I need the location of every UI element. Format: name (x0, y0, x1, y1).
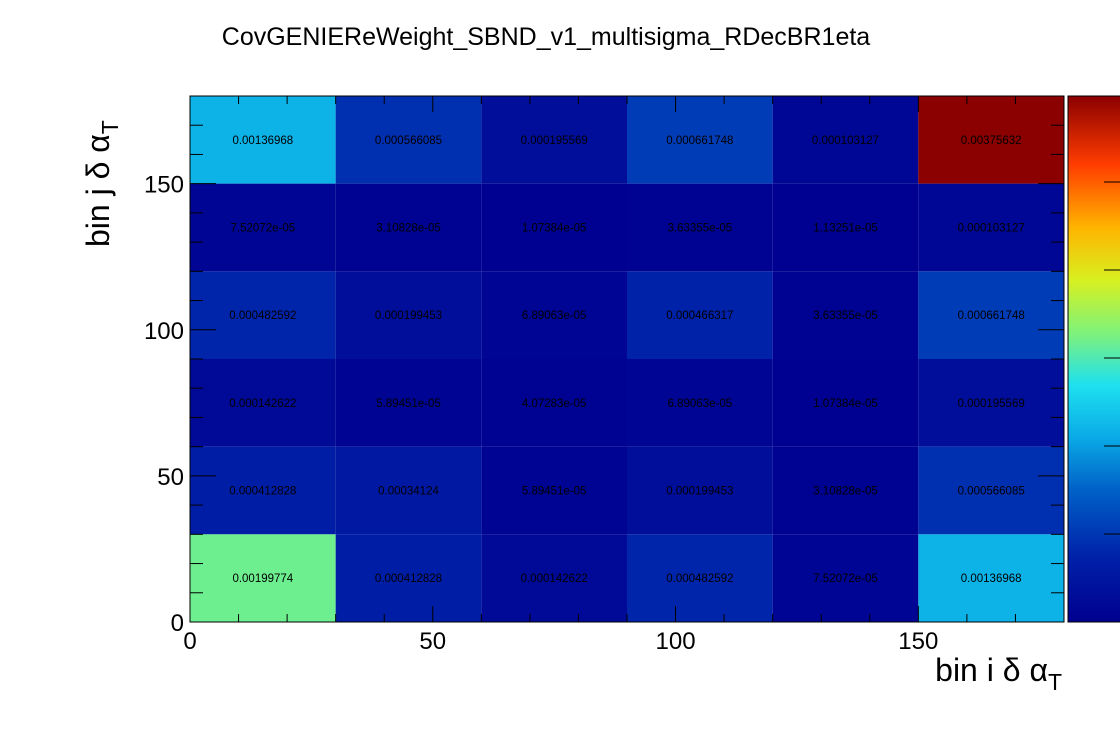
heatmap-cell (335, 534, 482, 622)
heatmap-cell-value: 1.13251e-05 (813, 223, 878, 235)
heatmap-cell (335, 359, 482, 447)
x-tick-label: 150 (898, 628, 938, 655)
heatmap-cell (918, 534, 1064, 622)
heatmap-cell-value: 0.000142622 (521, 573, 588, 585)
heatmap-cell-value: 5.89451e-05 (376, 398, 441, 410)
heatmap-cell-value: 0.000482592 (666, 573, 733, 585)
y-axis-label-subscript: T (97, 120, 123, 134)
heatmap-cell-value: 0.00375632 (961, 135, 1022, 147)
heatmap-cell (772, 446, 919, 535)
heatmap-cell (772, 183, 919, 272)
color-scale-bar (1067, 95, 1120, 623)
heatmap-cell (481, 359, 627, 447)
heatmap-cell (335, 446, 482, 535)
heatmap-cell-value: 0.000103127 (812, 135, 879, 147)
heatmap-cell-value: 0.000199453 (666, 486, 733, 498)
heatmap-cell-value: 3.63355e-05 (813, 310, 878, 322)
heatmap-cell-value: 0.00034124 (378, 486, 439, 498)
heatmap-cell (481, 96, 627, 184)
y-axis-label: bin j δ αT (80, 120, 123, 247)
heatmap-cell-value: 0.00136968 (232, 135, 293, 147)
heatmap-cell-value: 0.000195569 (958, 398, 1025, 410)
heatmap-cell (627, 271, 773, 359)
x-tick-label: 100 (656, 628, 696, 655)
heatmap-cell-value: 0.000661748 (958, 310, 1025, 322)
heatmap-cell-value: 6.89063e-05 (668, 398, 733, 410)
heatmap-cell-value: 3.63355e-05 (668, 223, 733, 235)
x-axis-label-main: bin i δ α (935, 652, 1048, 688)
y-axis-label-main: bin j δ α (80, 134, 116, 247)
heatmap-cell-value: 7.52072e-05 (813, 573, 878, 585)
heatmap-cell-value: 7.52072e-05 (231, 223, 296, 235)
heatmap-cell (918, 271, 1064, 359)
heatmap-cell-value: 0.000142622 (229, 398, 296, 410)
heatmap-cell-value: 0.000566085 (958, 486, 1025, 498)
heatmap-cell (190, 534, 336, 622)
heatmap-cell (772, 96, 919, 184)
heatmap-cell-value: 3.10828e-05 (813, 486, 878, 498)
heatmap-cell (918, 96, 1064, 184)
heatmap-cell (335, 271, 482, 359)
heatmap-cell (335, 96, 482, 184)
heatmap-cell-value: 0.000661748 (666, 135, 733, 147)
axis-ticks: 0 50 100 150 0 50 100 150 (144, 95, 1065, 655)
heatmap-cell (772, 359, 919, 447)
heatmap-cell (918, 359, 1064, 447)
heatmap-cell-value: 0.000412828 (375, 573, 442, 585)
heatmap-cell (190, 446, 336, 535)
x-axis-label: bin i δ αT (935, 652, 1062, 695)
color-scale-ticks (1104, 181, 1120, 535)
heatmap-cell (481, 183, 627, 272)
heatmap-cell (772, 534, 919, 622)
heatmap-cell (772, 271, 919, 359)
heatmap-cell-value: 0.000466317 (666, 310, 733, 322)
heatmap-cell-value: 0.000482592 (229, 310, 296, 322)
heatmap-cell (190, 271, 336, 359)
heatmap-cell-value: 4.07283e-05 (522, 398, 587, 410)
heatmap-cell (627, 446, 773, 535)
heatmap-cell-value: 6.89063e-05 (522, 310, 587, 322)
x-tick-label: 0 (183, 628, 196, 655)
heatmap-cell-value: 1.07384e-05 (813, 398, 878, 410)
heatmap-cell (627, 183, 773, 272)
y-tick-label: 100 (144, 318, 184, 345)
heatmap-cell-value: 0.000412828 (229, 486, 296, 498)
heatmap-cell-value: 0.000199453 (375, 310, 442, 322)
heatmap-cell (627, 96, 773, 184)
y-tick-label: 50 (157, 464, 184, 491)
heatmap-cell-value: 5.89451e-05 (522, 486, 587, 498)
chart-title: CovGENIEReWeight_SBND_v1_multisigma_RDec… (222, 23, 871, 51)
heatmap-cell-value: 3.10828e-05 (376, 223, 441, 235)
heatmap-cell-value: 0.00136968 (961, 573, 1022, 585)
heatmap-cell (190, 183, 336, 272)
heatmap-cell (918, 446, 1064, 535)
y-tick-label: 150 (144, 172, 184, 199)
heatmap-cell-value: 0.00199774 (232, 573, 293, 585)
heatmap-cell (481, 534, 627, 622)
heatmap-cell-value: 0.000566085 (375, 135, 442, 147)
heatmap-cell (627, 534, 773, 622)
heatmap-cell (481, 271, 627, 359)
heatmap-cell (481, 446, 627, 535)
x-axis-label-subscript: T (1048, 669, 1062, 695)
heatmap-cells (190, 96, 1064, 622)
y-tick-label: 0 (171, 610, 184, 637)
heatmap-cell-value: 0.000103127 (958, 223, 1025, 235)
heatmap-cell-labels: 0.00136968 0.000566085 0.000195569 0.000661… (229, 135, 1024, 585)
heatmap-cell (627, 359, 773, 447)
heatmap-cell-value: 0.000195569 (521, 135, 588, 147)
heatmap-cell (335, 183, 482, 272)
x-tick-label: 50 (419, 628, 446, 655)
heatmap-cell (190, 359, 336, 447)
heatmap-cell (190, 96, 336, 184)
heatmap-cell (918, 183, 1064, 272)
heatmap-cell-value: 1.07384e-05 (522, 223, 587, 235)
